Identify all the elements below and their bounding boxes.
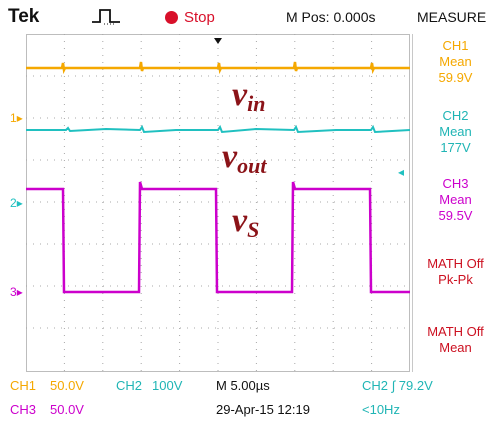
- ch3-trace: [26, 181, 410, 294]
- trigger-pulse-icon: [92, 9, 120, 25]
- ch2-label: CH2: [116, 378, 143, 393]
- measure-ch1[interactable]: CH1 Mean 59.9V: [438, 38, 473, 85]
- waveform-display[interactable]: [26, 34, 410, 372]
- measure-math-mean[interactable]: MATH Off Mean: [427, 324, 484, 355]
- status-bar: Tek Stop M Pos: 0.000s MEASURE: [0, 0, 497, 34]
- ch3-label: CH3: [10, 402, 37, 417]
- trigger-readout: CH2 ∫ 79.2V: [362, 378, 433, 393]
- trigger-frequency: <10Hz: [362, 402, 400, 417]
- measure-ch3[interactable]: CH3 Mean 59.5V: [438, 176, 473, 223]
- vin-label: vin: [232, 76, 266, 117]
- run-state-label[interactable]: Stop: [184, 9, 215, 26]
- status-footer: CH1 50.0V CH2 100V M 5.00µs CH2 ∫ 79.2V …: [0, 372, 497, 423]
- measure-math-pkpk[interactable]: MATH Off Pk-Pk: [427, 256, 484, 287]
- measure-panel: CH1 Mean 59.9V CH2 Mean 177V CH3 Mean 59…: [412, 34, 497, 372]
- date-time: 29-Apr-15 12:19: [216, 402, 310, 417]
- ch1-ground-marker[interactable]: 1▸: [10, 111, 23, 125]
- vout-label: vout: [222, 138, 267, 179]
- ch2-scale: 100V: [152, 378, 183, 393]
- measure-ch2[interactable]: CH2 Mean 177V: [439, 108, 472, 155]
- brand-logo: Tek: [8, 6, 40, 27]
- stop-indicator-icon: [165, 11, 178, 24]
- ch3-ground-marker[interactable]: 3▸: [10, 285, 23, 299]
- trigger-position-marker: [214, 38, 222, 44]
- horizontal-position: M Pos: 0.000s: [286, 9, 376, 25]
- ch1-trace: [26, 61, 410, 75]
- ch1-scale: 50.0V: [50, 378, 84, 393]
- graticule-grid: [26, 34, 410, 372]
- ch3-scale: 50.0V: [50, 402, 84, 417]
- ch2-trace: [26, 124, 410, 134]
- waveform-svg: [26, 34, 410, 372]
- vs-label: vS: [232, 202, 260, 243]
- trigger-level-marker[interactable]: ◂: [398, 165, 405, 179]
- ch2-ground-marker[interactable]: 2▸: [10, 196, 23, 210]
- timebase: M 5.00µs: [216, 378, 270, 393]
- ch1-label: CH1: [10, 378, 37, 393]
- measure-menu-title[interactable]: MEASURE: [417, 9, 487, 25]
